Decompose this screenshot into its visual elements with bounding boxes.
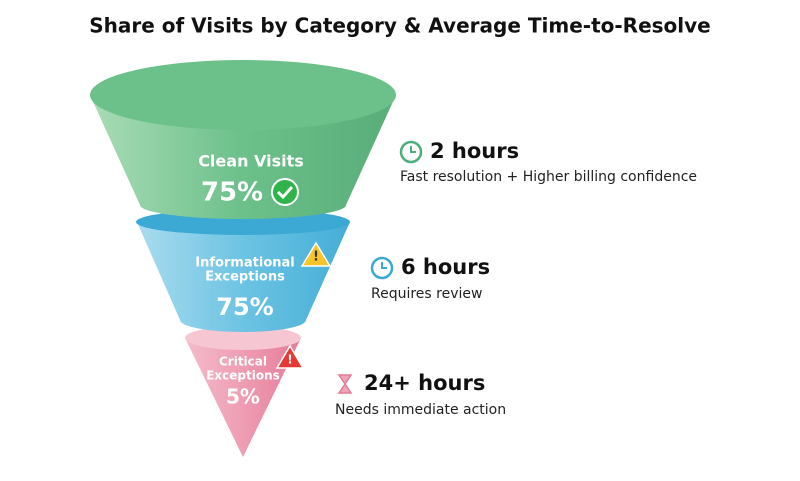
- funnel-stage-critical: [185, 326, 301, 457]
- svg-text:!: !: [313, 250, 319, 265]
- time: 2 hours: [430, 139, 519, 163]
- hourglass-icon: [337, 374, 353, 394]
- note: Needs immediate action: [335, 402, 506, 418]
- time: 6 hours: [401, 255, 490, 279]
- clock-icon: [370, 256, 394, 280]
- stage-percent: 75%: [216, 293, 273, 321]
- note: Fast resolution + Higher billing confide…: [400, 169, 697, 185]
- stage-percent: 75%: [201, 178, 263, 208]
- clock-icon: [399, 140, 423, 164]
- stage-label: Critical: [219, 355, 267, 369]
- stage-label: Exceptions: [205, 270, 285, 285]
- check-icon: [271, 178, 299, 206]
- svg-text:!: !: [287, 353, 292, 367]
- funnel-stage-clean: [90, 60, 396, 219]
- stage-label: Informational: [195, 256, 295, 271]
- warning-icon: !: [300, 241, 332, 267]
- stage-label: Clean Visits: [198, 152, 304, 171]
- time: 24+ hours: [364, 371, 485, 395]
- stage-label: Exceptions: [206, 369, 280, 383]
- note: Requires review: [371, 286, 482, 302]
- alert-icon: !: [275, 344, 305, 369]
- title: Share of Visits by Category & Average Ti…: [89, 14, 710, 38]
- stage-percent: 5%: [226, 385, 260, 409]
